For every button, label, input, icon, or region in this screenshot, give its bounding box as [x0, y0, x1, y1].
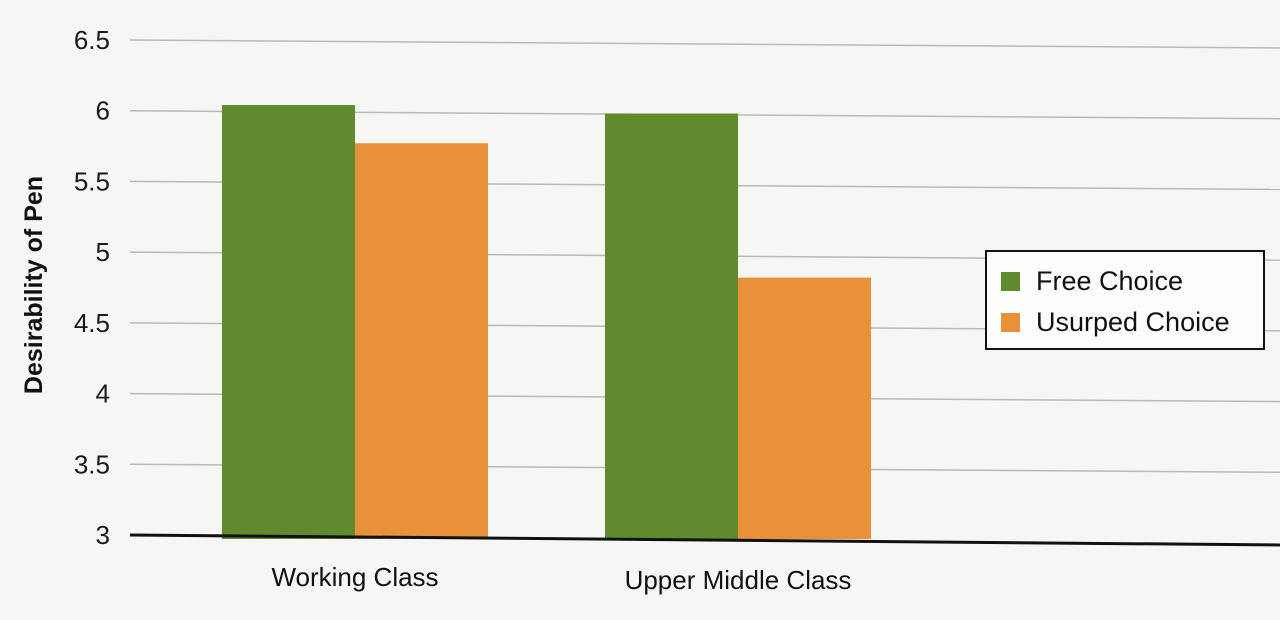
x-tick-label: Upper Middle Class — [625, 565, 852, 595]
legend-swatch-free-choice — [1001, 272, 1020, 291]
gridline — [129, 39, 1280, 49]
legend-item-free-choice: Free Choice — [1001, 266, 1183, 297]
y-tick-label: 3 — [96, 520, 110, 550]
y-axis-label: Desirability of Pen — [20, 176, 48, 394]
y-tick-label: 6.5 — [74, 25, 110, 55]
bars — [222, 105, 871, 540]
x-tick-label: Working Class — [271, 562, 438, 592]
bar-free-choice — [605, 113, 738, 540]
y-tick-label: 6 — [96, 96, 110, 126]
legend-label: Free Choice — [1036, 266, 1184, 296]
y-tick-label: 4.5 — [74, 308, 110, 338]
x-axis-baseline — [129, 533, 1280, 547]
y-tick-label: 3.5 — [74, 449, 110, 479]
bar-free-choice — [222, 105, 355, 540]
legend-label: Usurped Choice — [1036, 307, 1230, 337]
legend-swatch-usurped-choice — [1001, 313, 1020, 332]
bar-usurped-choice — [738, 277, 871, 539]
y-tick-label: 5 — [96, 237, 110, 267]
y-tick-label: 5.5 — [74, 166, 110, 196]
y-tick-label: 4 — [96, 379, 110, 409]
y-axis-ticks: 3 3.5 4 4.5 5 5.5 6 6.5 — [74, 25, 110, 550]
bar-usurped-choice — [355, 143, 488, 539]
x-axis-labels: Working Class Upper Middle Class — [271, 562, 851, 595]
legend: Free Choice Usurped Choice — [985, 250, 1265, 350]
legend-item-usurped-choice: Usurped Choice — [1001, 307, 1230, 338]
